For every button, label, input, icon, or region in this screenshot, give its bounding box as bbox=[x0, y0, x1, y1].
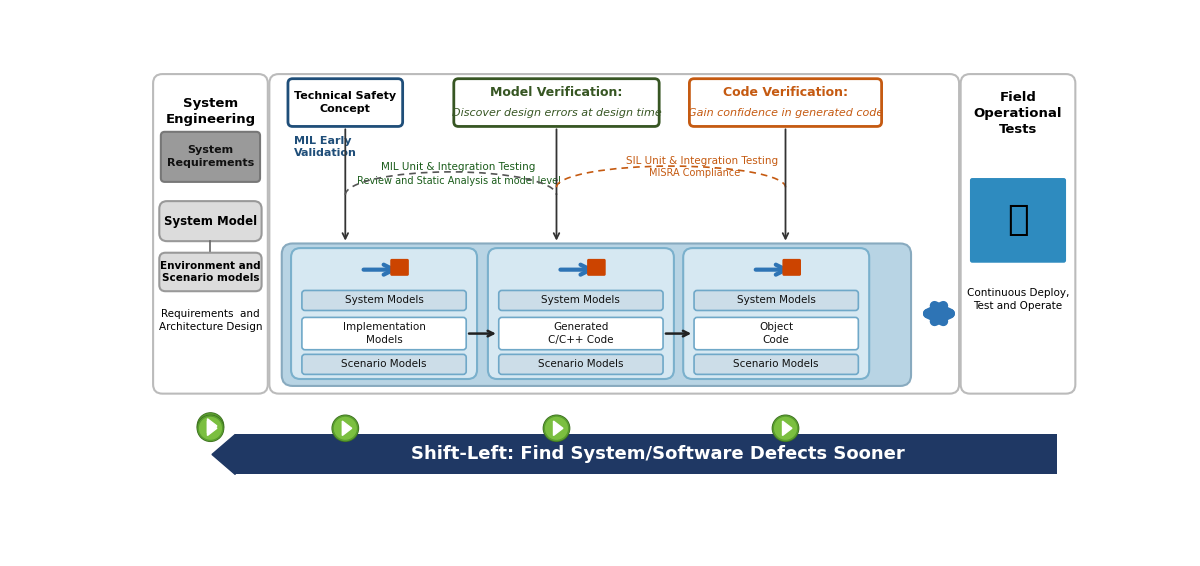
Text: MISRA Compliance: MISRA Compliance bbox=[649, 168, 740, 178]
Circle shape bbox=[199, 418, 221, 439]
Text: 🚗: 🚗 bbox=[1007, 203, 1028, 237]
Circle shape bbox=[332, 415, 359, 441]
Text: System Models: System Models bbox=[541, 295, 620, 306]
Text: Technical Safety
Concept: Technical Safety Concept bbox=[294, 91, 396, 114]
Text: Model Verification:: Model Verification: bbox=[491, 86, 623, 99]
Text: Object
Code: Object Code bbox=[760, 323, 793, 345]
FancyBboxPatch shape bbox=[288, 79, 403, 126]
Circle shape bbox=[198, 416, 223, 440]
Text: MIL Early
Validation: MIL Early Validation bbox=[294, 136, 358, 158]
Text: MIL Unit & Integration Testing: MIL Unit & Integration Testing bbox=[382, 162, 536, 172]
FancyBboxPatch shape bbox=[302, 318, 466, 350]
Text: Code Verification:: Code Verification: bbox=[722, 86, 848, 99]
Text: Scenario Models: Scenario Models bbox=[538, 359, 624, 370]
FancyBboxPatch shape bbox=[499, 318, 664, 350]
Text: Shift-Left: Find System/Software Defects Sooner: Shift-Left: Find System/Software Defects… bbox=[410, 445, 905, 464]
Polygon shape bbox=[342, 421, 352, 435]
FancyBboxPatch shape bbox=[689, 79, 882, 126]
FancyBboxPatch shape bbox=[694, 318, 858, 350]
Circle shape bbox=[775, 418, 797, 439]
FancyBboxPatch shape bbox=[454, 79, 659, 126]
Text: Environment and
Scenario models: Environment and Scenario models bbox=[160, 261, 260, 283]
FancyBboxPatch shape bbox=[499, 354, 664, 374]
FancyBboxPatch shape bbox=[161, 132, 260, 182]
FancyBboxPatch shape bbox=[694, 354, 858, 374]
Circle shape bbox=[773, 415, 799, 441]
Polygon shape bbox=[208, 419, 217, 433]
Text: Gain confidence in generated code: Gain confidence in generated code bbox=[688, 108, 883, 118]
FancyBboxPatch shape bbox=[282, 243, 911, 386]
Circle shape bbox=[197, 415, 223, 441]
Circle shape bbox=[198, 414, 223, 438]
FancyBboxPatch shape bbox=[961, 74, 1075, 393]
FancyBboxPatch shape bbox=[683, 248, 869, 379]
Text: Requirements  and
Architecture Design: Requirements and Architecture Design bbox=[158, 309, 262, 332]
Polygon shape bbox=[782, 421, 792, 435]
Text: System
Engineering: System Engineering bbox=[166, 97, 256, 126]
Text: System Model: System Model bbox=[164, 215, 257, 228]
FancyBboxPatch shape bbox=[488, 248, 674, 379]
FancyBboxPatch shape bbox=[235, 435, 1057, 474]
Text: System Models: System Models bbox=[737, 295, 816, 306]
FancyBboxPatch shape bbox=[499, 290, 664, 311]
FancyBboxPatch shape bbox=[970, 178, 1066, 263]
FancyBboxPatch shape bbox=[390, 259, 409, 276]
Text: System Models: System Models bbox=[344, 295, 424, 306]
Circle shape bbox=[332, 416, 358, 440]
FancyBboxPatch shape bbox=[160, 253, 262, 291]
Polygon shape bbox=[212, 435, 235, 474]
Text: System
Requirements: System Requirements bbox=[167, 145, 254, 168]
Circle shape bbox=[773, 416, 798, 440]
Circle shape bbox=[544, 416, 569, 440]
Text: Discover design errors at design time: Discover design errors at design time bbox=[451, 108, 661, 118]
Circle shape bbox=[544, 415, 570, 441]
FancyBboxPatch shape bbox=[302, 354, 466, 374]
Text: Continuous Deploy,
Test and Operate: Continuous Deploy, Test and Operate bbox=[967, 288, 1069, 311]
FancyBboxPatch shape bbox=[269, 74, 959, 393]
FancyBboxPatch shape bbox=[292, 248, 478, 379]
FancyBboxPatch shape bbox=[694, 290, 858, 311]
FancyBboxPatch shape bbox=[302, 290, 466, 311]
Polygon shape bbox=[553, 421, 563, 435]
Text: SIL Unit & Integration Testing: SIL Unit & Integration Testing bbox=[626, 156, 778, 166]
FancyBboxPatch shape bbox=[587, 259, 606, 276]
Circle shape bbox=[335, 418, 356, 439]
Text: Generated
C/C++ Code: Generated C/C++ Code bbox=[548, 323, 613, 345]
FancyBboxPatch shape bbox=[154, 74, 268, 393]
Circle shape bbox=[546, 418, 568, 439]
Text: Implementation
Models: Implementation Models bbox=[343, 323, 426, 345]
Circle shape bbox=[197, 413, 223, 439]
Text: Review and Static Analysis at model level: Review and Static Analysis at model leve… bbox=[356, 175, 560, 186]
Text: Field
Operational
Tests: Field Operational Tests bbox=[973, 91, 1062, 136]
FancyBboxPatch shape bbox=[782, 259, 802, 276]
Circle shape bbox=[199, 415, 221, 437]
Text: Scenario Models: Scenario Models bbox=[733, 359, 818, 370]
Text: Scenario Models: Scenario Models bbox=[341, 359, 427, 370]
FancyBboxPatch shape bbox=[160, 201, 262, 241]
Polygon shape bbox=[208, 421, 217, 435]
